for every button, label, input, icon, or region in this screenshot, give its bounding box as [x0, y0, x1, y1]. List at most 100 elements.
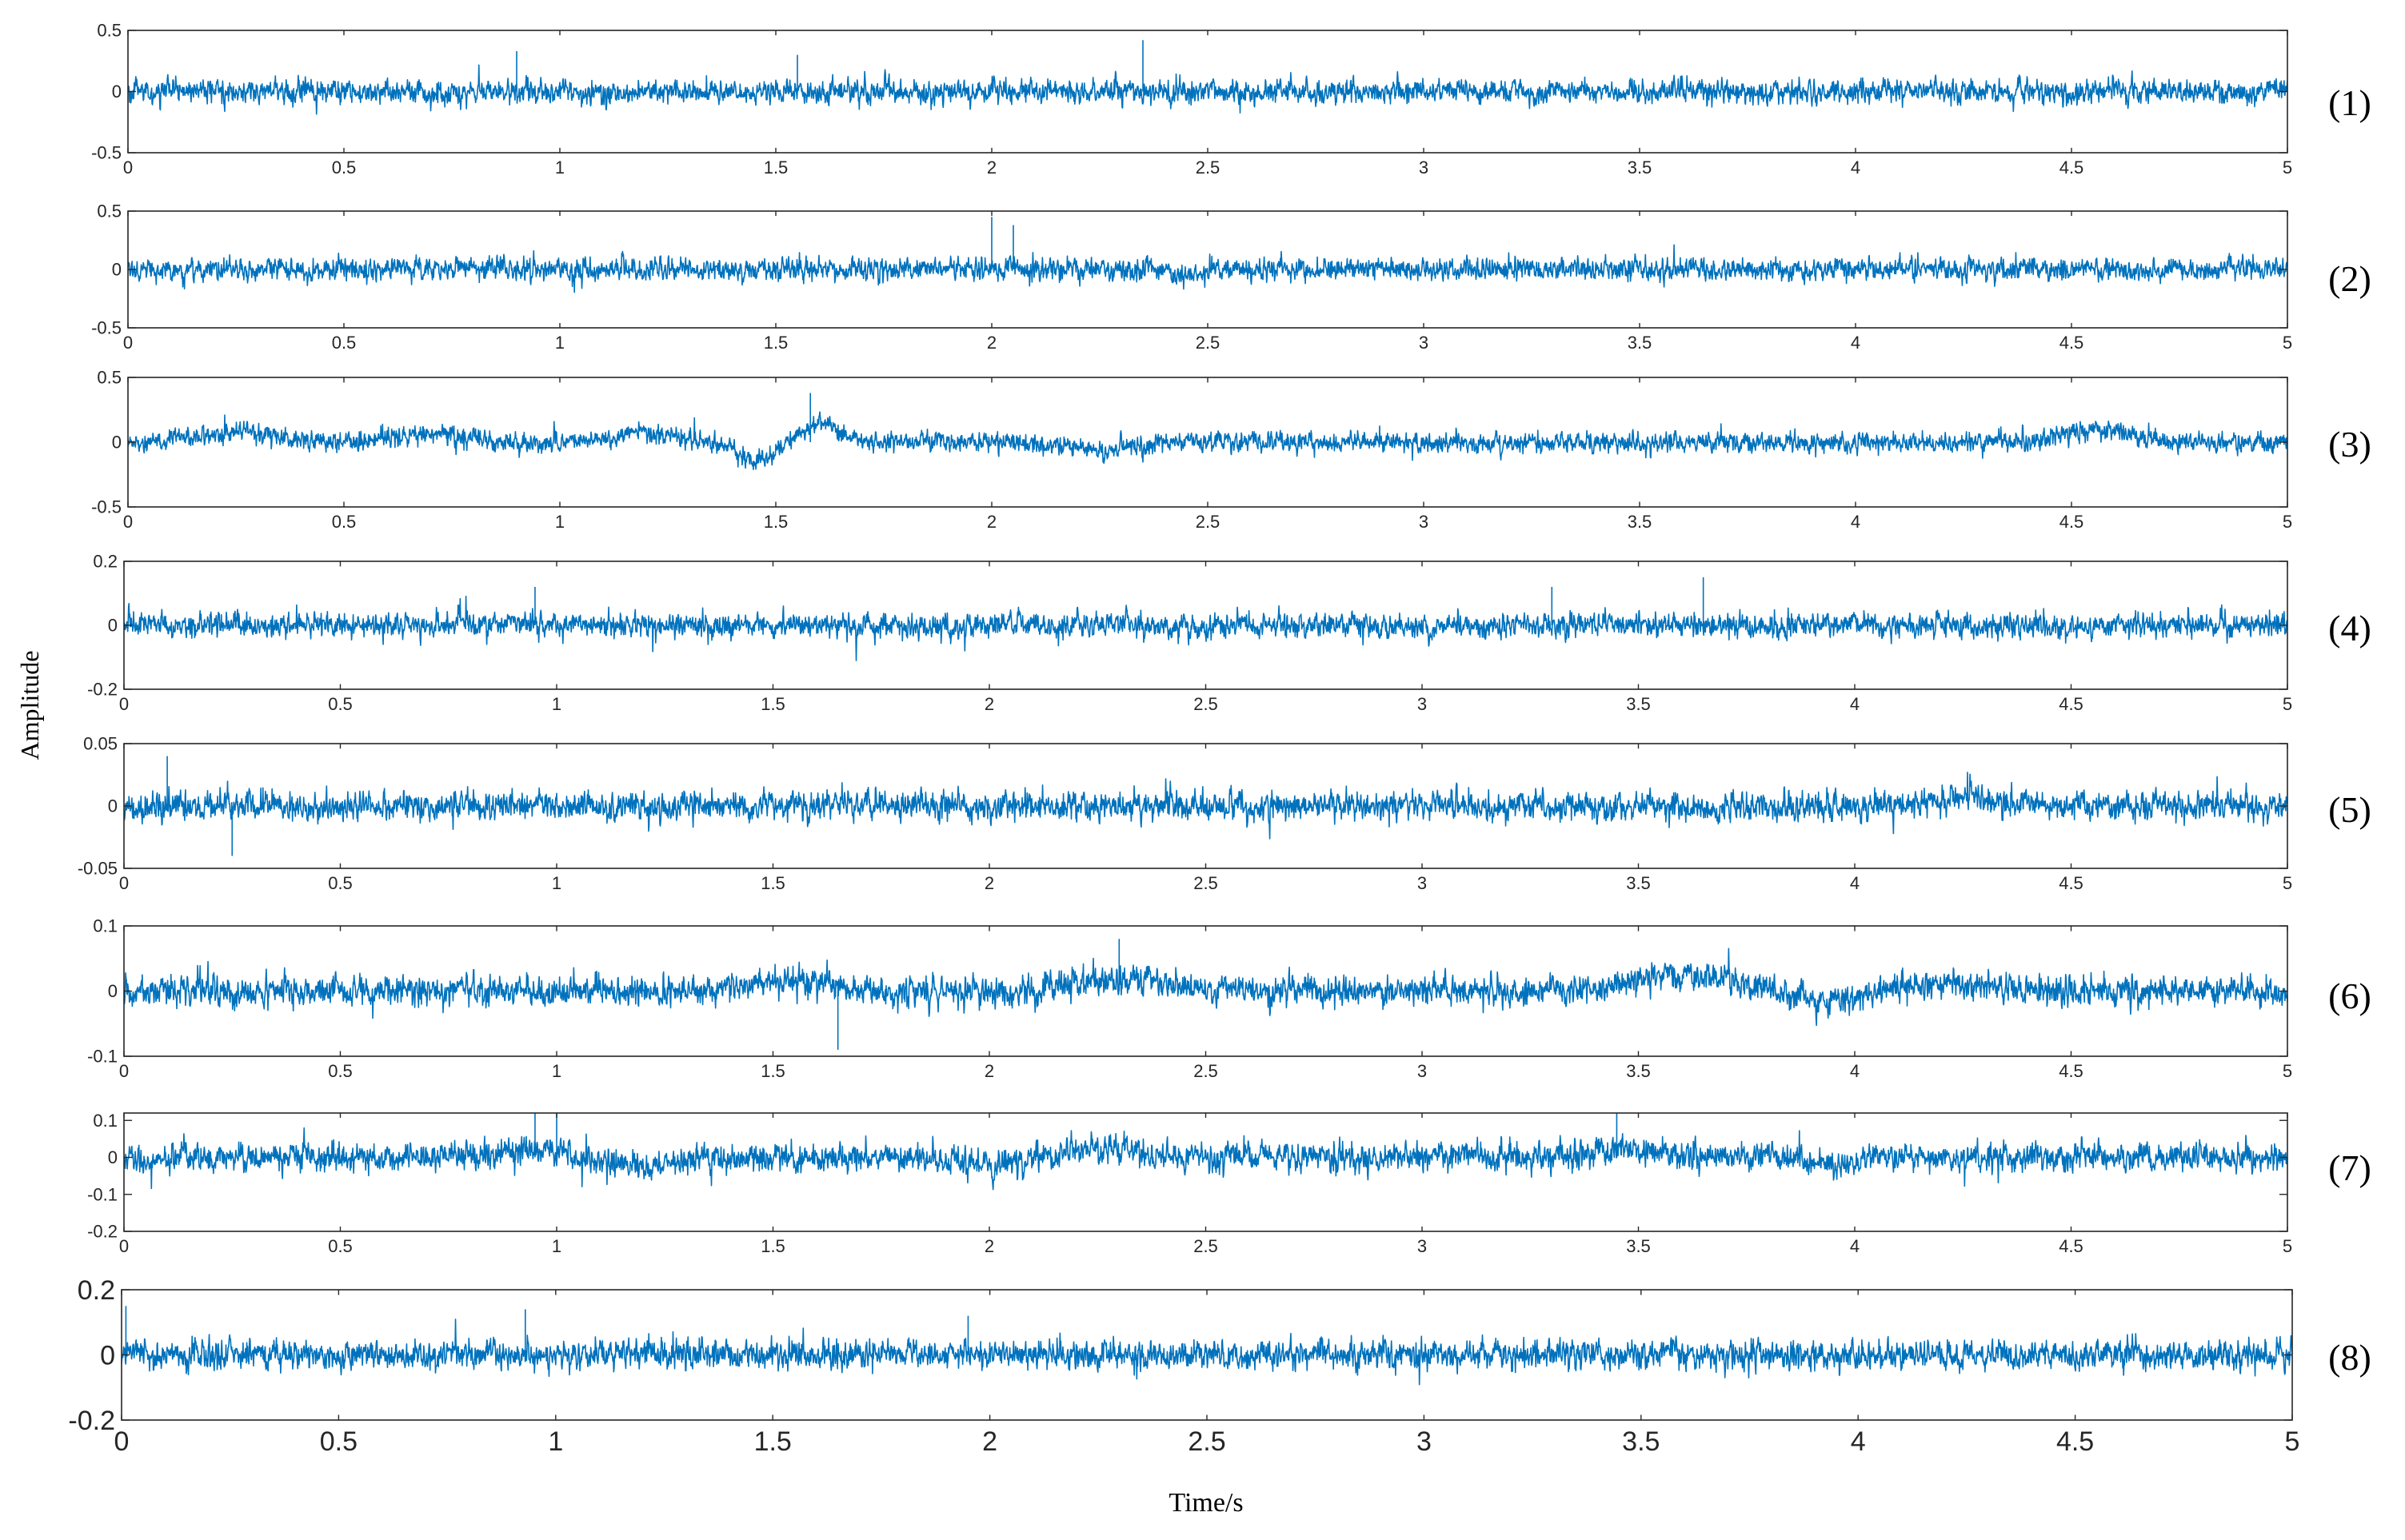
- x-tick-label-1-5: 2.5: [1196, 158, 1220, 178]
- x-tick-label-5-6: 3: [1417, 873, 1427, 893]
- x-tick-label-8-3: 1.5: [754, 1426, 792, 1457]
- x-tick-label-3-6: 3: [1419, 512, 1428, 532]
- x-tick-label-4-4: 2: [985, 694, 994, 714]
- x-tick-label-2-2: 1: [555, 333, 565, 353]
- panel-label-1: (1): [2328, 82, 2371, 123]
- x-tick-label-8-9: 4.5: [2056, 1426, 2094, 1457]
- x-tick-label-8-0: 0: [114, 1426, 130, 1457]
- x-tick-label-4-9: 4.5: [2059, 694, 2083, 714]
- x-tick-label-4-2: 1: [552, 694, 561, 714]
- x-tick-label-6-1: 0.5: [328, 1061, 353, 1081]
- x-tick-label-4-6: 3: [1417, 694, 1427, 714]
- x-tick-label-3-5: 2.5: [1196, 512, 1220, 532]
- x-tick-label-1-10: 5: [2283, 158, 2292, 178]
- y-tick-label-4-2: -0.2: [87, 680, 118, 700]
- x-tick-label-2-6: 3: [1419, 333, 1428, 353]
- x-tick-label-8-10: 5: [2285, 1426, 2300, 1457]
- x-tick-label-6-2: 1: [552, 1061, 561, 1081]
- panel-label-8: (8): [2328, 1337, 2371, 1378]
- x-tick-label-8-4: 2: [982, 1426, 997, 1457]
- panel-label-7: (7): [2328, 1147, 2371, 1188]
- x-tick-label-4-5: 2.5: [1193, 694, 1218, 714]
- x-tick-label-7-1: 0.5: [328, 1236, 353, 1256]
- x-tick-label-1-0: 0: [123, 158, 133, 178]
- y-tick-label-1-0: 0.5: [97, 21, 122, 41]
- y-tick-label-6-1: 0: [108, 981, 118, 1001]
- x-tick-label-7-10: 5: [2283, 1236, 2292, 1256]
- x-tick-label-1-9: 4.5: [2059, 158, 2084, 178]
- x-tick-label-1-8: 4: [1851, 158, 1860, 178]
- panel-2: 0 0.5 1 1.5 2 2.5 3 3.5 4 4.5 50.50-0.5(2): [91, 201, 2371, 353]
- panel-label-3: (3): [2328, 424, 2371, 465]
- y-tick-label-7-3: -0.2: [87, 1222, 118, 1242]
- y-axis-title: Amplitude: [15, 651, 44, 760]
- x-tick-label-3-4: 2: [987, 512, 997, 532]
- x-tick-label-4-7: 3.5: [1626, 694, 1651, 714]
- signal-line-2: [128, 217, 2287, 293]
- x-tick-label-5-5: 2.5: [1193, 873, 1218, 893]
- y-tick-label-3-0: 0.5: [97, 368, 122, 388]
- axes-frame-7: [123, 1112, 2288, 1232]
- y-tick-label-2-0: 0.5: [97, 201, 122, 221]
- x-tick-label-2-9: 4.5: [2059, 333, 2084, 353]
- y-tick-label-3-2: -0.5: [91, 497, 122, 517]
- y-tick-label-3-1: 0: [112, 433, 122, 453]
- y-tick-label-7-1: 0: [108, 1147, 118, 1167]
- signal-line-6: [124, 939, 2287, 1050]
- x-tick-label-2-5: 2.5: [1196, 333, 1220, 353]
- x-tick-label-5-1: 0.5: [328, 873, 353, 893]
- y-tick-label-2-1: 0: [112, 260, 122, 280]
- x-tick-label-4-3: 1.5: [761, 694, 785, 714]
- panel-4: 0 0.5 1 1.5 2 2.5 3 3.5 4 4.5 50.20-0.2(4): [87, 552, 2371, 714]
- panel-label-6: (6): [2328, 975, 2371, 1016]
- panels-group: 0 0.5 1 1.5 2 2.5 3 3.5 4 4.5 50.50-0.5(1)0 0.5 1 1.5…: [68, 21, 2371, 1457]
- panel-1: 0 0.5 1 1.5 2 2.5 3 3.5 4 4.5 50.50-0.5(1): [91, 21, 2371, 178]
- x-tick-label-5-9: 4.5: [2059, 873, 2083, 893]
- x-tick-label-5-10: 5: [2283, 873, 2292, 893]
- y-tick-label-8-1: 0: [100, 1340, 115, 1370]
- x-tick-label-1-2: 1: [555, 158, 565, 178]
- panel-8: 0 0.5 1 1.5 2 2.5 3 3.5 4 4.5 50.20-0.2(8): [68, 1275, 2371, 1457]
- x-tick-label-7-8: 4: [1850, 1236, 1860, 1256]
- y-tick-label-5-0: 0.05: [83, 734, 118, 754]
- y-tick-label-1-1: 0: [112, 82, 122, 102]
- x-tick-label-7-2: 1: [552, 1236, 561, 1256]
- x-tick-label-2-4: 2: [987, 333, 997, 353]
- x-tick-label-5-8: 4: [1850, 873, 1860, 893]
- x-tick-label-3-8: 4: [1851, 512, 1860, 532]
- x-tick-label-6-5: 2.5: [1193, 1061, 1218, 1081]
- x-tick-label-7-7: 3.5: [1626, 1236, 1651, 1256]
- x-tick-label-2-1: 0.5: [332, 333, 357, 353]
- y-tick-label-8-2: -0.2: [68, 1406, 115, 1436]
- x-tick-label-3-9: 4.5: [2059, 512, 2084, 532]
- x-tick-label-7-3: 1.5: [761, 1236, 785, 1256]
- x-tick-label-1-4: 2: [987, 158, 997, 178]
- x-tick-label-3-2: 1: [555, 512, 565, 532]
- panel-5: 0 0.5 1 1.5 2 2.5 3 3.5 4 4.5 50.050-0.05(5): [78, 734, 2371, 893]
- y-tick-label-6-2: -0.1: [87, 1047, 118, 1067]
- x-tick-label-6-6: 3: [1417, 1061, 1427, 1081]
- x-tick-label-4-1: 0.5: [328, 694, 353, 714]
- x-tick-label-4-0: 0: [119, 694, 129, 714]
- x-tick-label-6-0: 0: [119, 1061, 129, 1081]
- x-tick-label-4-10: 5: [2283, 694, 2292, 714]
- panel-label-2: (2): [2328, 258, 2371, 299]
- y-tick-label-5-2: -0.05: [78, 859, 118, 879]
- x-tick-label-6-3: 1.5: [761, 1061, 785, 1081]
- y-tick-label-4-1: 0: [108, 616, 118, 636]
- x-tick-label-1-3: 1.5: [764, 158, 789, 178]
- x-tick-label-7-6: 3: [1417, 1236, 1427, 1256]
- x-tick-label-5-7: 3.5: [1626, 873, 1651, 893]
- signal-line-8: [122, 1306, 2292, 1386]
- y-tick-label-6-0: 0.1: [93, 916, 118, 936]
- x-tick-label-5-4: 2: [985, 873, 994, 893]
- x-tick-label-2-10: 5: [2283, 333, 2292, 353]
- x-tick-label-8-1: 0.5: [320, 1426, 358, 1457]
- x-tick-label-2-0: 0: [123, 333, 133, 353]
- x-tick-label-3-3: 1.5: [764, 512, 789, 532]
- x-tick-label-4-8: 4: [1850, 694, 1860, 714]
- x-tick-label-8-6: 3: [1416, 1426, 1432, 1457]
- x-tick-label-8-7: 3.5: [1622, 1426, 1660, 1457]
- x-tick-label-1-6: 3: [1419, 158, 1428, 178]
- signal-line-3: [128, 393, 2287, 470]
